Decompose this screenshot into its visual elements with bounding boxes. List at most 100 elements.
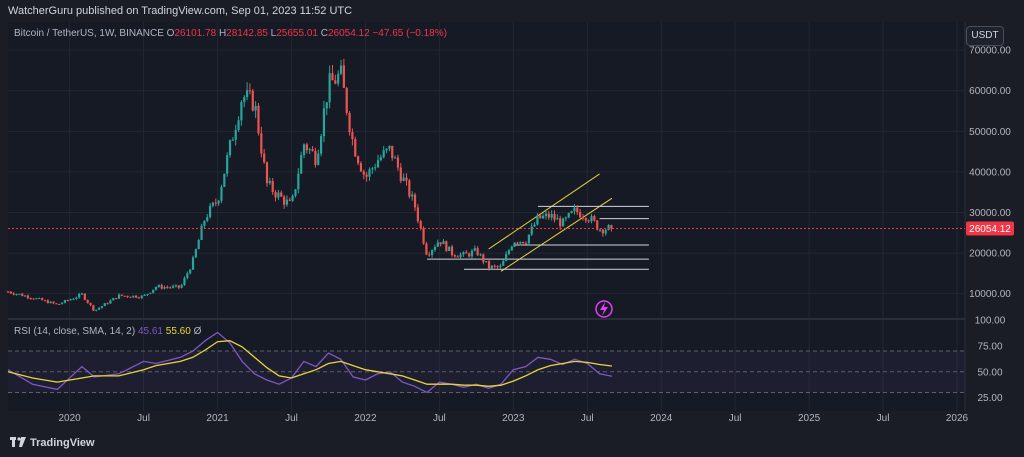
rsi-legend[interactable]: RSI (14, close, SMA, 14, 2) 45.61 55.60 … [14, 326, 201, 337]
candle [160, 283, 163, 290]
axis-layer: 2020 Jul 2021 Jul 2022 Jul 2023 Jul 2024 Jul 2025 J… [58, 46, 1011, 424]
x-tick-label: 2026 [946, 413, 969, 424]
x-tick-label: Jul [729, 413, 742, 424]
symbol-legend[interactable]: Bitcoin / TetherUS, 1W, BINANCE O26101.7… [14, 28, 447, 39]
candle [564, 216, 567, 222]
tradingview-logo-text: TradingView [30, 437, 95, 449]
candle [490, 265, 493, 270]
candle [103, 302, 106, 307]
candle [479, 253, 482, 257]
candle [584, 217, 587, 223]
candle [146, 293, 149, 297]
candle [610, 224, 613, 232]
candle [465, 250, 468, 254]
candle [607, 224, 610, 231]
candle [510, 245, 513, 251]
candle [416, 203, 419, 224]
candle [362, 169, 365, 180]
candle [237, 116, 240, 132]
candle [171, 284, 175, 289]
candle [83, 293, 86, 301]
candle [206, 214, 209, 223]
candle [38, 297, 41, 300]
candle [251, 89, 254, 112]
candle [342, 58, 345, 89]
candle [49, 301, 52, 304]
candle [41, 297, 44, 301]
candle [428, 251, 431, 257]
tradingview-logo[interactable]: TradingView [10, 437, 95, 449]
candle [265, 161, 269, 187]
candle [442, 239, 445, 245]
candle [576, 205, 579, 215]
channel-lower-line[interactable] [500, 197, 613, 272]
candle [152, 289, 155, 294]
candle [9, 290, 12, 295]
candle [260, 126, 263, 158]
candle [348, 110, 351, 136]
candle [328, 65, 331, 109]
candle [322, 100, 326, 143]
y-tick-label: 70000.00 [969, 46, 1011, 57]
rsi-layer [7, 331, 965, 394]
candle [536, 213, 539, 226]
lightning-icon[interactable] [595, 300, 613, 318]
chart-area[interactable] [8, 22, 965, 411]
channel-upper-line[interactable] [488, 173, 600, 250]
candle [470, 249, 474, 259]
rsi-y-tick-label: 25.00 [977, 393, 1002, 404]
candle [280, 190, 283, 198]
candle [197, 238, 200, 250]
publisher-bar: WatcherGuru published on TradingView.com… [0, 0, 1024, 22]
candle [314, 147, 317, 168]
candle [291, 194, 294, 202]
candle [527, 234, 530, 246]
candle [516, 241, 519, 245]
candle [240, 100, 243, 126]
candle [462, 251, 465, 257]
candle [382, 145, 385, 159]
candle [601, 228, 604, 237]
candle [587, 219, 590, 223]
candle [431, 249, 434, 258]
y-tick-label: 20000.00 [969, 249, 1011, 260]
candle [405, 173, 408, 186]
candle [505, 251, 508, 262]
candle [257, 103, 260, 136]
x-tick-label: 2023 [502, 413, 525, 424]
candle [570, 210, 573, 214]
candle [112, 297, 115, 301]
candle [29, 297, 32, 300]
candle [217, 199, 220, 206]
candle [524, 241, 528, 245]
candle [567, 212, 570, 219]
candle [300, 151, 303, 174]
candle [189, 268, 192, 275]
candle [191, 255, 195, 271]
candle [169, 286, 172, 289]
candle [482, 253, 485, 265]
candle [331, 64, 334, 81]
x-tick-label: Jul [137, 413, 150, 424]
candle [553, 210, 556, 223]
candle [297, 168, 300, 194]
candle [590, 213, 593, 224]
candle [533, 222, 536, 228]
currency-button[interactable]: USDT [966, 26, 1004, 46]
candle [530, 222, 533, 237]
candle [60, 302, 64, 305]
candle [368, 167, 371, 181]
candle [499, 263, 502, 269]
candle [436, 239, 439, 248]
candle [402, 173, 405, 182]
rsi-y-tick-label: 50.00 [977, 367, 1002, 378]
tradingview-logo-icon [10, 437, 26, 447]
candle [408, 178, 411, 199]
candle [177, 285, 180, 290]
candle [433, 244, 437, 252]
candle [308, 147, 311, 155]
candle [345, 86, 348, 116]
candle [174, 284, 178, 288]
candle [487, 259, 491, 271]
